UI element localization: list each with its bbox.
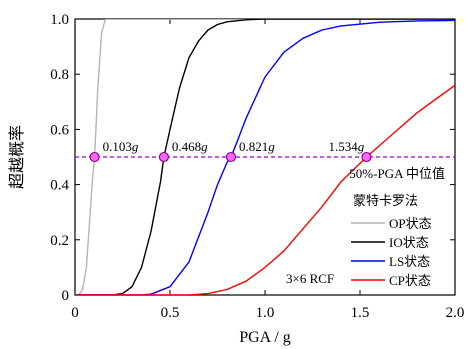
y-tick-label: 0.6 bbox=[50, 122, 69, 138]
curves-group bbox=[75, 19, 455, 295]
series-line-3 bbox=[75, 84, 455, 295]
series-line-2 bbox=[75, 19, 455, 295]
x-tick-label: 2.0 bbox=[446, 305, 465, 321]
rcf-annotation: 3×6 RCF bbox=[286, 271, 334, 286]
median-label: 0.821g bbox=[239, 139, 275, 154]
median-point bbox=[225, 151, 237, 163]
legend-entry: OP状态 bbox=[389, 216, 432, 231]
y-tick-label: 0 bbox=[62, 288, 70, 304]
x-tick-label: 1.0 bbox=[256, 305, 275, 321]
median-label: 1.534g bbox=[328, 139, 364, 154]
y-axis-label: 超越概率 bbox=[8, 125, 26, 189]
legend-entry: IO状态 bbox=[389, 235, 429, 250]
y-tick-label: 0.8 bbox=[50, 67, 69, 83]
legend: 蒙特卡罗法 OP状态 IO状态 LS状态 CP状态 bbox=[351, 193, 432, 288]
y-tick-label: 1.0 bbox=[50, 12, 69, 28]
legend-entry: LS状态 bbox=[389, 254, 430, 269]
y-tick-label: 0.4 bbox=[50, 178, 69, 194]
legend-entry: CP状态 bbox=[389, 273, 431, 288]
x-tick-label: 1.5 bbox=[351, 305, 370, 321]
median-label: 0.468g bbox=[172, 139, 208, 154]
axis-ticks: 0 0.5 1.0 1.5 2.0 0 0.2 0.4 0.6 0.8 1.0 bbox=[50, 12, 464, 321]
median-point bbox=[361, 151, 372, 163]
legend-title: 蒙特卡罗法 bbox=[353, 193, 418, 208]
median-points-group: 0.103g 0.468g 0.821g 1.534g bbox=[89, 139, 372, 163]
x-tick-label: 0 bbox=[71, 305, 79, 321]
series-line-1 bbox=[75, 19, 455, 295]
median-label: 0.103g bbox=[103, 139, 139, 154]
x-axis-label: PGA / g bbox=[239, 329, 291, 346]
reference-line-label: 50%-PGA 中位值 bbox=[349, 166, 445, 181]
x-tick-label: 0.5 bbox=[161, 305, 180, 321]
series-line-0 bbox=[75, 19, 455, 295]
median-point bbox=[89, 151, 100, 163]
median-point bbox=[158, 151, 169, 163]
y-tick-label: 0.2 bbox=[50, 233, 69, 249]
